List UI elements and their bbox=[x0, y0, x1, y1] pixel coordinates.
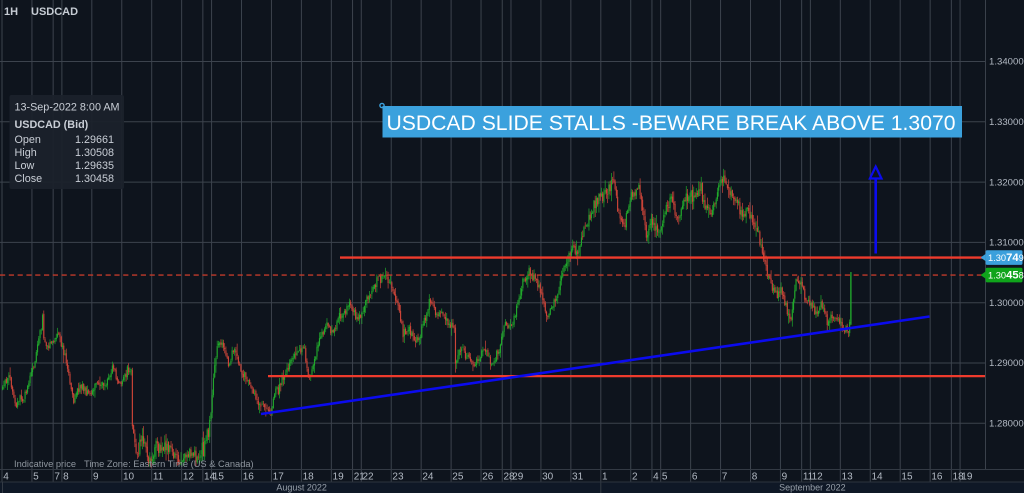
svg-text:16: 16 bbox=[931, 472, 943, 483]
svg-text:1H: 1H bbox=[4, 6, 18, 18]
svg-text:Time Zone: Eastern Time (US &: Time Zone: Eastern Time (US & Canada) bbox=[84, 459, 254, 469]
svg-text:1.32000: 1.32000 bbox=[989, 177, 1024, 188]
svg-text:11: 11 bbox=[803, 472, 814, 483]
svg-text:1.28000: 1.28000 bbox=[989, 419, 1024, 430]
svg-text:24: 24 bbox=[422, 472, 434, 483]
svg-text:7: 7 bbox=[722, 472, 728, 483]
svg-text:21: 21 bbox=[354, 472, 366, 483]
svg-text:14: 14 bbox=[871, 472, 883, 483]
svg-text:12: 12 bbox=[812, 472, 824, 483]
svg-text:August 2022: August 2022 bbox=[276, 483, 327, 493]
svg-text:17: 17 bbox=[273, 472, 285, 483]
svg-text:12: 12 bbox=[183, 472, 195, 483]
svg-text:19: 19 bbox=[961, 472, 973, 483]
svg-text:5: 5 bbox=[662, 472, 668, 483]
svg-text:2: 2 bbox=[632, 472, 638, 483]
svg-text:Low: Low bbox=[15, 160, 35, 172]
svg-text:1.31000: 1.31000 bbox=[989, 238, 1024, 249]
svg-text:1.30000: 1.30000 bbox=[989, 298, 1024, 309]
svg-text:USDCAD (Bid): USDCAD (Bid) bbox=[15, 119, 89, 131]
svg-text:USDCAD: USDCAD bbox=[31, 6, 78, 18]
svg-text:1: 1 bbox=[602, 472, 608, 483]
svg-text:23: 23 bbox=[392, 472, 404, 483]
svg-text:18: 18 bbox=[953, 472, 965, 483]
svg-text:22: 22 bbox=[362, 472, 374, 483]
svg-text:1.30458: 1.30458 bbox=[988, 269, 1024, 281]
svg-text:16: 16 bbox=[243, 472, 255, 483]
svg-text:1.34000: 1.34000 bbox=[989, 57, 1024, 68]
svg-text:1.30749: 1.30749 bbox=[988, 252, 1024, 264]
svg-text:5: 5 bbox=[33, 472, 39, 483]
svg-text:1.29000: 1.29000 bbox=[989, 358, 1024, 369]
svg-text:10: 10 bbox=[123, 472, 135, 483]
svg-text:8: 8 bbox=[63, 472, 69, 483]
svg-text:13: 13 bbox=[842, 472, 854, 483]
svg-text:25: 25 bbox=[452, 472, 464, 483]
svg-text:31: 31 bbox=[572, 472, 584, 483]
svg-text:USDCAD SLIDE STALLS -BEWARE BR: USDCAD SLIDE STALLS -BEWARE BREAK ABOVE … bbox=[387, 110, 956, 135]
svg-text:9: 9 bbox=[782, 472, 788, 483]
svg-text:4: 4 bbox=[3, 472, 9, 483]
svg-text:Close: Close bbox=[15, 173, 43, 185]
svg-text:1.29661: 1.29661 bbox=[75, 134, 114, 146]
svg-text:1.30458: 1.30458 bbox=[75, 173, 114, 185]
svg-text:26: 26 bbox=[482, 472, 494, 483]
svg-text:1.30508: 1.30508 bbox=[75, 147, 114, 159]
svg-text:30: 30 bbox=[542, 472, 554, 483]
svg-text:Open: Open bbox=[15, 134, 41, 146]
svg-text:18: 18 bbox=[303, 472, 315, 483]
svg-text:1.33000: 1.33000 bbox=[989, 117, 1024, 128]
svg-text:28: 28 bbox=[503, 472, 515, 483]
svg-text:7: 7 bbox=[54, 472, 60, 483]
svg-text:September 2022: September 2022 bbox=[779, 483, 846, 493]
svg-text:1.29635: 1.29635 bbox=[75, 160, 114, 172]
svg-text:8: 8 bbox=[752, 472, 758, 483]
svg-text:Indicative price: Indicative price bbox=[14, 459, 76, 469]
svg-text:14: 14 bbox=[204, 472, 216, 483]
svg-text:6: 6 bbox=[692, 472, 698, 483]
svg-text:13-Sep-2022 8:00 AM: 13-Sep-2022 8:00 AM bbox=[15, 102, 120, 114]
svg-text:9: 9 bbox=[93, 472, 99, 483]
svg-text:15: 15 bbox=[901, 472, 913, 483]
svg-text:19: 19 bbox=[333, 472, 345, 483]
svg-text:4: 4 bbox=[653, 472, 659, 483]
svg-text:High: High bbox=[15, 147, 37, 159]
svg-text:29: 29 bbox=[512, 472, 524, 483]
svg-text:11: 11 bbox=[153, 472, 164, 483]
svg-text:15: 15 bbox=[213, 472, 225, 483]
